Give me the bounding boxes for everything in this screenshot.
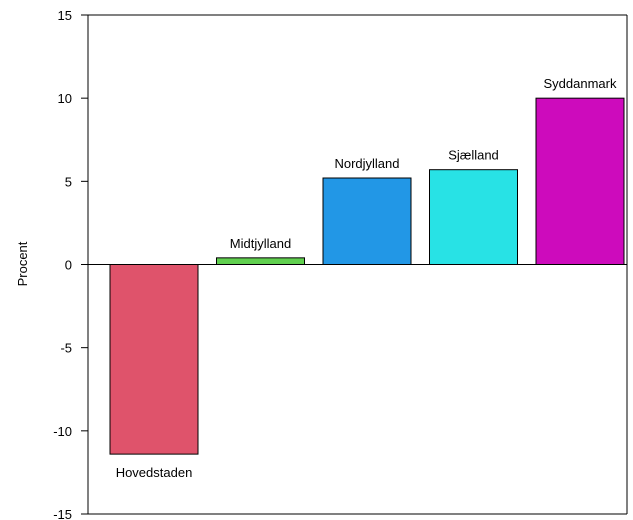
bar-midtjylland <box>216 257 305 266</box>
y-tick-label: 15 <box>58 8 72 23</box>
y-tick-label: -15 <box>53 507 72 520</box>
bar-syddanmark <box>535 97 625 265</box>
bar-hovedstaden <box>109 264 199 455</box>
bar-labels: Hovedstaden Midtjylland Nordjylland Sjællan… <box>116 76 617 480</box>
y-tick-label: 0 <box>65 258 72 273</box>
bar-label: Sjælland <box>448 148 499 163</box>
bar-label: Syddanmark <box>544 76 617 91</box>
y-tick-label: 5 <box>65 174 72 189</box>
bars <box>109 97 625 455</box>
bar-sjælland <box>429 169 518 265</box>
bar-label: Nordjylland <box>334 156 399 171</box>
bar-label: Midtjylland <box>230 236 291 251</box>
y-axis-ticks: -15 -10 -5 0 5 10 15 <box>53 8 88 520</box>
bar-label: Hovedstaden <box>116 465 193 480</box>
bar-nordjylland <box>322 177 412 265</box>
y-tick-label: -5 <box>60 341 72 356</box>
y-tick-label: -10 <box>53 424 72 439</box>
y-tick-label: 10 <box>58 91 72 106</box>
y-axis-title: Procent <box>15 241 30 286</box>
